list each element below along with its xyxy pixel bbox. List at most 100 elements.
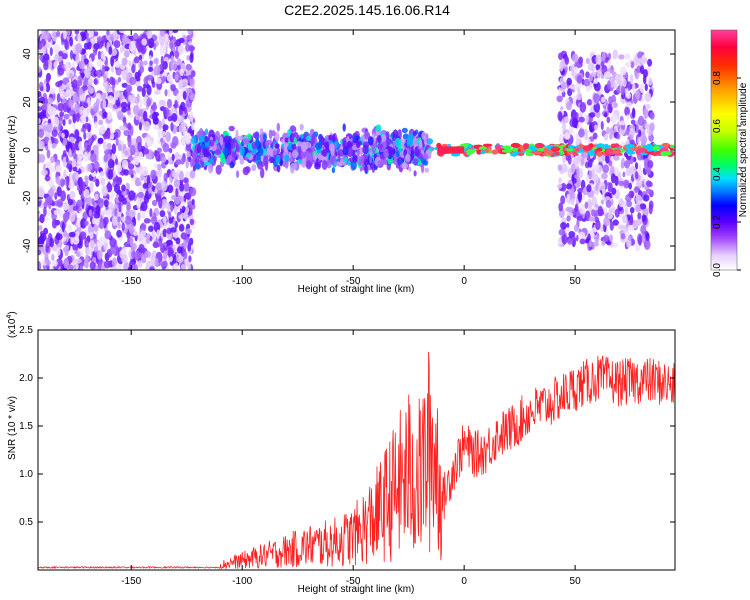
heatmap-cell [111, 77, 116, 86]
heatmap-cell [350, 160, 357, 171]
heatmap-cell [401, 127, 408, 134]
heatmap-cell [595, 63, 601, 70]
heatmap-cell [121, 254, 128, 264]
heatmap-cell [185, 206, 190, 213]
heatmap-cell [153, 163, 158, 169]
heatmap-cell [74, 129, 80, 140]
heatmap-cell [648, 77, 653, 86]
heatmap-cell [375, 124, 382, 132]
heatmap-cell [121, 184, 126, 192]
heatmap-cell [61, 221, 65, 233]
heatmap-cell [661, 142, 671, 149]
heatmap-cell [571, 85, 579, 90]
heatmap-cell [204, 135, 209, 143]
heatmap-cell [46, 123, 53, 133]
heatmap-cell [122, 116, 127, 124]
heatmap-cell [130, 144, 136, 156]
heatmap-cell [362, 144, 369, 155]
heatmap-cell [189, 111, 194, 123]
heatmap-cell [645, 167, 651, 174]
heatmap-cell [85, 197, 93, 206]
heatmap-cell [629, 165, 637, 175]
heatmap-cell [162, 228, 167, 238]
heatmap-cell [150, 169, 157, 180]
heatmap-cell [647, 58, 653, 67]
heatmap-cell [121, 159, 129, 170]
heatmap-cell [62, 102, 68, 113]
heatmap-cell [588, 216, 596, 222]
heatmap-cell [101, 64, 105, 76]
heatmap-cell [54, 200, 61, 207]
top-x-tick-label: -150 [121, 276, 141, 287]
heatmap-cell [93, 78, 98, 85]
heatmap-cell [118, 194, 125, 203]
heatmap-cell [79, 231, 87, 240]
heatmap-cell [95, 69, 102, 76]
heatmap-cell [584, 201, 589, 209]
heatmap-cell [155, 182, 162, 191]
heatmap-cell [143, 120, 151, 132]
heatmap-cell [187, 262, 191, 270]
heatmap-cell [107, 181, 112, 192]
heatmap-cell [272, 149, 278, 156]
heatmap-cell [177, 45, 184, 55]
heatmap-cell [589, 112, 596, 118]
heatmap-cell [594, 234, 600, 243]
heatmap-cell [156, 195, 162, 202]
heatmap-cell [127, 122, 132, 131]
heatmap-cell [321, 160, 328, 170]
heatmap-cell [183, 251, 188, 260]
heatmap-cell [576, 178, 582, 188]
heatmap-cell [608, 96, 613, 104]
heatmap-cell [109, 237, 116, 248]
heatmap-cell [669, 144, 675, 148]
heatmap-cell [257, 147, 264, 157]
heatmap-cell [86, 37, 91, 43]
heatmap-cell [576, 215, 583, 221]
heatmap-cell [142, 60, 148, 66]
heatmap-cell [441, 143, 449, 148]
heatmap-cell [60, 178, 65, 188]
heatmap-cell [129, 209, 136, 218]
heatmap-cell [534, 142, 545, 149]
heatmap-cell [169, 204, 173, 211]
heatmap-cell [590, 209, 596, 217]
heatmap-cell [67, 224, 72, 232]
heatmap-cell [593, 173, 599, 184]
heatmap-cell [39, 213, 45, 224]
bottom-x-tick-label: 50 [570, 576, 582, 587]
heatmap-cell [451, 152, 461, 157]
heatmap-cell [571, 53, 579, 63]
heatmap-cell [271, 130, 276, 137]
colorbar-ticks: 0.0 0.2 0.4 0.6 0.8 [712, 71, 741, 277]
heatmap-cell [143, 83, 150, 89]
heatmap-cell [108, 46, 113, 55]
heatmap-marks [38, 30, 675, 270]
heatmap-cell [77, 34, 82, 43]
heatmap-cell [96, 249, 103, 260]
heatmap-cell [187, 30, 193, 36]
heatmap-cell [119, 125, 126, 131]
heatmap-cell [68, 119, 72, 125]
heatmap-cell [566, 77, 572, 86]
heatmap-cell [322, 148, 328, 157]
heatmap-cell [626, 126, 630, 136]
heatmap-cell [613, 155, 620, 161]
heatmap-cell [160, 180, 168, 192]
heatmap-cell [40, 96, 45, 105]
colorbar-tick-label: 0.2 [712, 215, 723, 229]
heatmap-cell [97, 50, 102, 61]
heatmap-cell [196, 145, 202, 154]
heatmap-cell [72, 166, 78, 172]
heatmap-cell [88, 209, 92, 217]
heatmap-cell [167, 88, 171, 97]
heatmap-cell [578, 192, 582, 203]
heatmap-cell [103, 216, 109, 226]
heatmap-cell [162, 142, 170, 153]
heatmap-cell [587, 149, 597, 156]
heatmap-cell [556, 95, 563, 103]
heatmap-cell [58, 55, 62, 63]
heatmap-cell [620, 233, 626, 240]
heatmap-cell [38, 118, 41, 124]
heatmap-cell [103, 73, 107, 83]
